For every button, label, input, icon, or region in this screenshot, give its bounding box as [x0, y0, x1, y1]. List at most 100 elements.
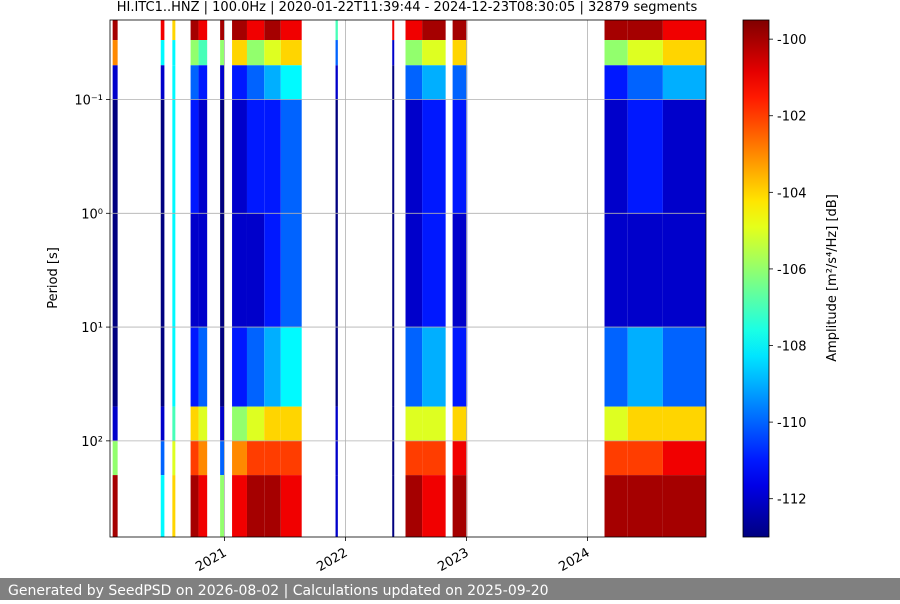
heat-cell — [190, 327, 199, 407]
heat-cell — [335, 65, 338, 100]
heat-cell — [422, 40, 446, 66]
heat-cell — [160, 213, 165, 328]
colorbar-label: Amplitude [m²/s⁴/Hz] [dB] — [825, 194, 840, 362]
colorbar-tick-label: -100 — [777, 33, 807, 48]
heat-cell — [112, 327, 118, 407]
heat-cell — [112, 440, 118, 476]
heat-cell — [627, 213, 663, 328]
heat-cell — [190, 406, 199, 441]
heat-cell — [220, 440, 225, 476]
heat-cell — [190, 213, 199, 328]
heat-cell — [662, 99, 706, 214]
heat-cell — [604, 40, 628, 66]
heat-cell — [198, 213, 208, 328]
heat-cell — [220, 20, 225, 41]
heat-cell — [662, 475, 706, 537]
heat-cell — [246, 40, 265, 66]
heat-cell — [422, 65, 446, 100]
heat-cell — [627, 440, 663, 476]
heat-cell — [172, 406, 176, 441]
heat-cell — [452, 440, 468, 476]
heat-cell — [264, 440, 281, 476]
heat-cell — [160, 40, 165, 66]
heat-cell — [112, 213, 118, 328]
heat-cell — [112, 406, 118, 441]
heat-cell — [422, 440, 446, 476]
heat-cell — [627, 406, 663, 441]
heat-cell — [190, 440, 199, 476]
heat-cell — [392, 213, 395, 328]
colorbar — [742, 19, 770, 538]
heat-cell — [604, 440, 628, 476]
heat-cell — [220, 327, 225, 407]
heat-cell — [405, 327, 423, 407]
heat-cell — [452, 213, 468, 328]
heat-cell — [405, 406, 423, 441]
heat-cell — [198, 327, 208, 407]
heat-cell — [627, 99, 663, 214]
heat-cell — [160, 65, 165, 100]
heat-cell — [246, 213, 265, 328]
chart-title: HI.ITC1..HNZ | 100.0Hz | 2020-01-22T11:3… — [117, 0, 698, 15]
heat-cell — [452, 20, 468, 41]
heat-cell — [280, 20, 302, 41]
heat-cell — [232, 406, 247, 441]
heat-cell — [264, 40, 281, 66]
heat-cell — [627, 475, 663, 537]
heat-cell — [246, 327, 265, 407]
heat-cell — [662, 440, 706, 476]
heat-cell — [246, 440, 265, 476]
heat-cell — [422, 213, 446, 328]
heat-cell — [264, 406, 281, 441]
heat-cell — [392, 327, 395, 407]
heat-cell — [172, 99, 176, 214]
heat-cell — [405, 65, 423, 100]
heat-cell — [392, 440, 395, 476]
heat-cell — [280, 213, 302, 328]
heat-cell — [662, 65, 706, 100]
heat-cell — [335, 20, 338, 41]
heat-cell — [198, 65, 208, 100]
heat-cell — [405, 213, 423, 328]
heat-cell — [422, 406, 446, 441]
heat-cell — [190, 99, 199, 214]
heat-cell — [160, 406, 165, 441]
heat-cell — [604, 20, 628, 41]
heat-cell — [264, 20, 281, 41]
heat-cell — [627, 327, 663, 407]
heat-cell — [198, 406, 208, 441]
heat-cell — [422, 99, 446, 214]
heat-cell — [604, 99, 628, 214]
heat-cell — [422, 327, 446, 407]
heat-cell — [422, 475, 446, 537]
heat-cell — [172, 327, 176, 407]
colorbar-tick-label: -102 — [777, 110, 807, 125]
heat-cell — [662, 40, 706, 66]
heat-cell — [335, 213, 338, 328]
heat-cell — [280, 440, 302, 476]
heat-cell — [232, 20, 247, 41]
heat-cell — [405, 440, 423, 476]
heat-cell — [264, 65, 281, 100]
heat-cell — [405, 40, 423, 66]
heat-cell — [335, 406, 338, 441]
heat-cell — [198, 440, 208, 476]
heat-cell — [232, 99, 247, 214]
heat-cell — [246, 99, 265, 214]
heat-cell — [172, 40, 176, 66]
heat-cell — [112, 99, 118, 214]
heat-cell — [220, 40, 225, 66]
colorbar-tick-label: -108 — [777, 340, 807, 355]
heat-cell — [190, 40, 199, 66]
heat-cell — [246, 20, 265, 41]
heat-cell — [246, 475, 265, 537]
heat-cell — [246, 406, 265, 441]
heat-cell — [160, 20, 165, 41]
heat-cell — [392, 475, 395, 537]
heat-cell — [422, 20, 446, 41]
heat-cell — [264, 475, 281, 537]
heat-cell — [604, 406, 628, 441]
y-tick-label: 10⁰ — [81, 207, 103, 222]
heat-cell — [160, 327, 165, 407]
heat-cell — [232, 65, 247, 100]
